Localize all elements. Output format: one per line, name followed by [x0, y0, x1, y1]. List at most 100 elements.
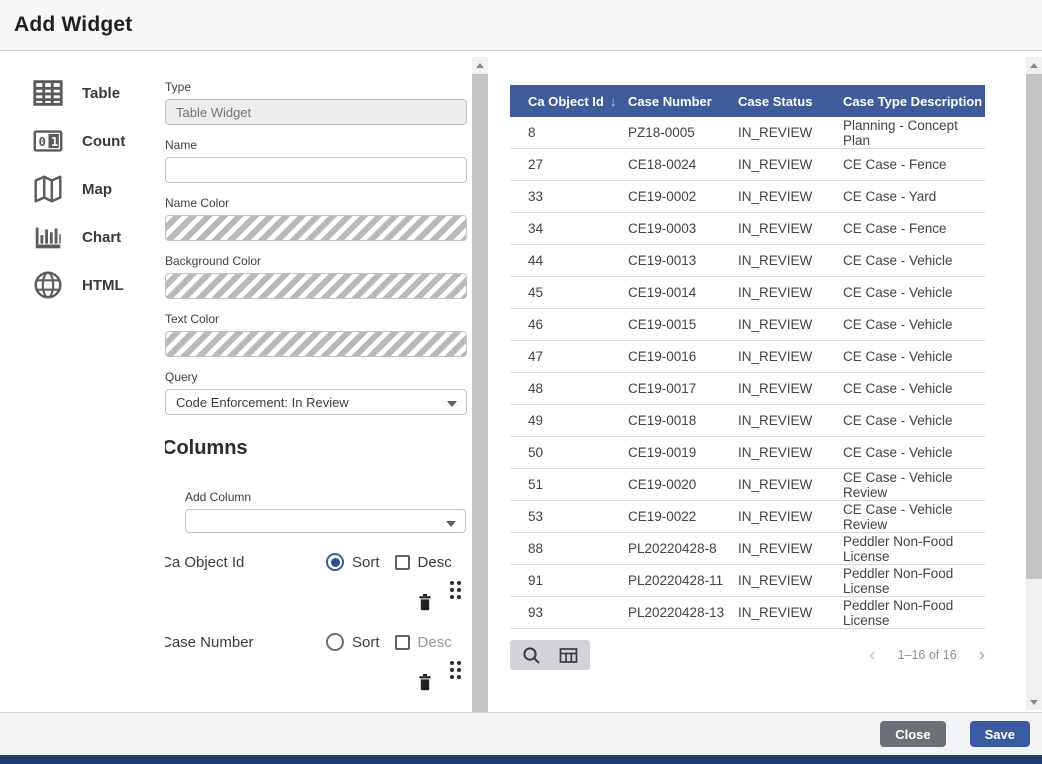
html-globe-icon: [30, 267, 66, 303]
cell-case-number: CE19-0019: [628, 445, 697, 460]
header-case-status[interactable]: Case Status: [738, 93, 813, 109]
cell-case-type-description: CE Case - Vehicle Review: [843, 469, 953, 500]
table-row: 48 CE19-0017 IN_REVIEW CE Case - Vehicle: [510, 373, 985, 405]
cell-case-number: CE19-0014: [628, 285, 697, 300]
cell-case-status: IN_REVIEW: [738, 381, 813, 396]
table-toolbar: [510, 640, 590, 670]
cell-ca-object-id: 46: [528, 317, 544, 332]
cell-case-status: IN_REVIEW: [738, 189, 813, 204]
cell-case-number: PL20220428-11: [628, 573, 724, 588]
table-row: 91 PL20220428-11 IN_REVIEW Peddler Non-F…: [510, 565, 985, 597]
drag-handle-icon[interactable]: [450, 581, 464, 599]
header-case-number[interactable]: Case Number: [628, 93, 712, 109]
dialog-title: Add Widget: [14, 13, 133, 36]
scroll-up-arrow[interactable]: [472, 57, 488, 73]
cell-ca-object-id: 44: [528, 253, 544, 268]
widget-type-label: Count: [82, 132, 126, 150]
next-page-icon[interactable]: ›: [978, 644, 985, 666]
text-color-picker[interactable]: [165, 331, 467, 357]
dialog-scrollbar: [1026, 57, 1042, 710]
cell-case-status: IN_REVIEW: [738, 157, 813, 172]
widget-type-label: HTML: [82, 276, 124, 294]
widget-type-label: Chart: [82, 228, 122, 246]
cell-case-number: CE19-0003: [628, 221, 697, 236]
sort-radio[interactable]: [326, 633, 344, 651]
type-label: Type: [165, 80, 192, 94]
cell-case-status: IN_REVIEW: [738, 605, 813, 620]
close-button[interactable]: Close: [880, 721, 946, 747]
table-row: 45 CE19-0014 IN_REVIEW CE Case - Vehicle: [510, 277, 985, 309]
drag-handle-icon[interactable]: [450, 661, 464, 679]
cell-case-status: IN_REVIEW: [738, 509, 813, 524]
scrollbar-thumb[interactable]: [472, 74, 488, 712]
scrollbar-thumb[interactable]: [1026, 74, 1042, 579]
query-selected-value: Code Enforcement: In Review: [176, 394, 349, 410]
query-select[interactable]: Code Enforcement: In Review: [165, 389, 467, 415]
cell-ca-object-id: 45: [528, 285, 544, 300]
cell-case-number: CE19-0013: [628, 253, 697, 268]
previous-page-icon[interactable]: ‹: [869, 644, 876, 666]
desc-checkbox[interactable]: [394, 634, 410, 650]
cell-case-number: CE19-0016: [628, 349, 697, 364]
cell-ca-object-id: 49: [528, 413, 544, 428]
column-name: Ca Object Id: [165, 553, 245, 571]
table-row: 50 CE19-0019 IN_REVIEW CE Case - Vehicle: [510, 437, 985, 469]
table-row: 88 PL20220428-8 IN_REVIEW Peddler Non-Fo…: [510, 533, 985, 565]
column-name: Case Number: [165, 633, 254, 651]
table-footer: ‹ 1–16 of 16 ›: [510, 640, 985, 670]
cell-case-type-description: Peddler Non-Food License: [843, 597, 954, 628]
sort-label: Sort: [352, 633, 380, 651]
cell-case-status: IN_REVIEW: [738, 445, 813, 460]
sort-radio[interactable]: [326, 553, 344, 571]
header-case-type-description[interactable]: Case Type Description: [843, 93, 983, 109]
table-row: 47 CE19-0016 IN_REVIEW CE Case - Vehicle: [510, 341, 985, 373]
delete-column-button[interactable]: [417, 673, 433, 691]
desc-checkbox[interactable]: [394, 554, 410, 570]
cell-case-status: IN_REVIEW: [738, 125, 813, 140]
widget-type-map[interactable]: Map: [30, 171, 165, 207]
dialog-footer: Close Save: [0, 712, 1042, 755]
add-column-select[interactable]: [185, 509, 466, 533]
save-button[interactable]: Save: [969, 721, 1030, 747]
name-input[interactable]: [165, 157, 467, 183]
cell-case-type-description: Planning - Concept Plan: [843, 117, 958, 148]
chevron-down-icon: [447, 401, 457, 407]
scroll-down-arrow[interactable]: [1026, 694, 1042, 710]
cell-case-type-description: CE Case - Vehicle: [843, 445, 953, 460]
scroll-up-arrow[interactable]: [1026, 57, 1042, 73]
cell-ca-object-id: 47: [528, 349, 544, 364]
cell-ca-object-id: 33: [528, 189, 544, 204]
map-widget-icon: [30, 171, 66, 207]
form-scrollbar: [472, 57, 488, 712]
cell-ca-object-id: 51: [528, 477, 544, 492]
cell-case-number: CE19-0002: [628, 189, 697, 204]
table-widget-icon: [30, 75, 66, 111]
cell-case-type-description: Peddler Non-Food License: [843, 533, 954, 564]
cell-ca-object-id: 53: [528, 509, 544, 524]
header-ca-object-id[interactable]: Ca Object Id ↓: [528, 93, 617, 109]
desc-label: Desc: [417, 553, 452, 571]
column-config-list: Ca Object Id Sort Desc Case Number: [165, 549, 467, 712]
cell-case-status: IN_REVIEW: [738, 349, 813, 364]
delete-column-button[interactable]: [417, 593, 433, 611]
cell-case-status: IN_REVIEW: [738, 285, 813, 300]
cell-case-type-description: CE Case - Fence: [843, 221, 947, 236]
table-row: 27 CE18-0024 IN_REVIEW CE Case - Fence: [510, 149, 985, 181]
column-chooser-icon[interactable]: [559, 646, 578, 665]
dialog-titlebar: Add Widget: [0, 0, 1042, 51]
search-icon[interactable]: [522, 646, 541, 665]
widget-type-chart[interactable]: Chart: [30, 219, 165, 255]
name-color-picker[interactable]: [165, 215, 467, 241]
cell-case-number: CE19-0020: [628, 477, 697, 492]
background-color-picker[interactable]: [165, 273, 467, 299]
cell-case-number: CE19-0015: [628, 317, 697, 332]
table-row: 34 CE19-0003 IN_REVIEW CE Case - Fence: [510, 213, 985, 245]
widget-type-html[interactable]: HTML: [30, 267, 165, 303]
results-table-body: 8 PZ18-0005 IN_REVIEW Planning - Concept…: [510, 117, 985, 629]
cell-case-number: CE18-0024: [628, 157, 697, 172]
cell-ca-object-id: 8: [528, 125, 536, 140]
widget-type-table[interactable]: Table: [30, 75, 165, 111]
table-row: 53 CE19-0022 IN_REVIEW CE Case - Vehicle…: [510, 501, 985, 533]
svg-text:0: 0: [39, 135, 46, 149]
